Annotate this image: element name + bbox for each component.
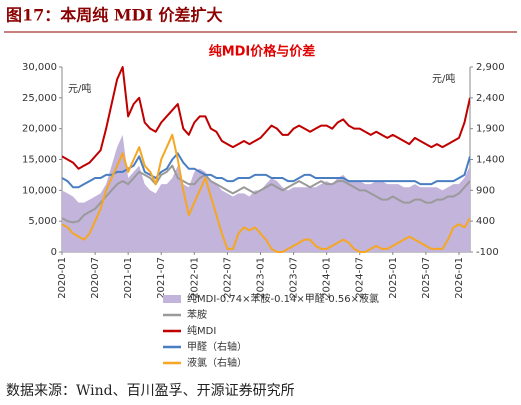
legend-label: 纯MDI-0.74×苯胺-0.14×甲醛-0.56×液氯 <box>187 292 379 305</box>
y-tick-label: 15,000 <box>22 155 57 166</box>
legend-label: 甲醛（右轴） <box>187 340 247 353</box>
x-tick-label: 2024-07 <box>355 257 366 299</box>
y2-tick-label: 2,400 <box>476 93 505 104</box>
y2-tick-label: 1,900 <box>476 124 505 135</box>
y-tick-label: 0 <box>51 247 57 258</box>
series-line <box>62 133 470 253</box>
legend-label: 液氯（右轴） <box>187 356 247 369</box>
x-tick-label: 2020-07 <box>90 257 101 299</box>
x-tick-label: 2026-01 <box>454 257 465 299</box>
page-title: 图17：本周纯 MDI 价差扩大 <box>6 6 222 25</box>
x-tick-label: 2022-01 <box>189 257 200 299</box>
y2-tick-label: 1,400 <box>476 155 505 166</box>
x-tick-label: 2021-07 <box>156 257 167 299</box>
source-note: 数据来源：Wind、百川盈孚、开源证券研究所 <box>6 383 295 399</box>
y2-tick-label: -100 <box>476 247 499 258</box>
y-tick-label: 30,000 <box>22 62 57 73</box>
y2-tick-label: 900 <box>476 185 495 196</box>
x-tick-label: 2025-01 <box>388 257 399 299</box>
chart-title: 纯MDI价格与价差 <box>209 44 316 60</box>
plot <box>62 66 470 253</box>
x-tick-label: 2022-07 <box>222 257 233 299</box>
y-tick-label: 10,000 <box>22 185 57 196</box>
x-tick-label: 2025-07 <box>421 257 432 299</box>
legend-swatch <box>163 295 181 303</box>
spread-area <box>62 134 470 252</box>
series-line <box>62 164 470 224</box>
x-tick-label: 2024-01 <box>322 257 333 299</box>
y-axis-label: 元/吨 <box>68 82 91 95</box>
x-tick-label: 2023-07 <box>289 257 300 299</box>
y2-tick-label: 400 <box>476 216 495 227</box>
legend-label: 苯胺 <box>187 308 207 321</box>
x-tick-label: 2023-01 <box>255 257 266 299</box>
y-tick-label: 25,000 <box>22 93 57 104</box>
legend-label: 纯MDI <box>187 324 216 337</box>
x-tick-label: 2020-01 <box>57 257 68 299</box>
y-tick-label: 20,000 <box>22 124 57 135</box>
y2-axis-label: 元/吨 <box>432 72 455 85</box>
y2-tick-label: 2,900 <box>476 62 505 73</box>
y-tick-label: 5,000 <box>28 216 57 227</box>
x-tick-label: 2021-01 <box>123 257 134 299</box>
series-line <box>62 66 470 170</box>
